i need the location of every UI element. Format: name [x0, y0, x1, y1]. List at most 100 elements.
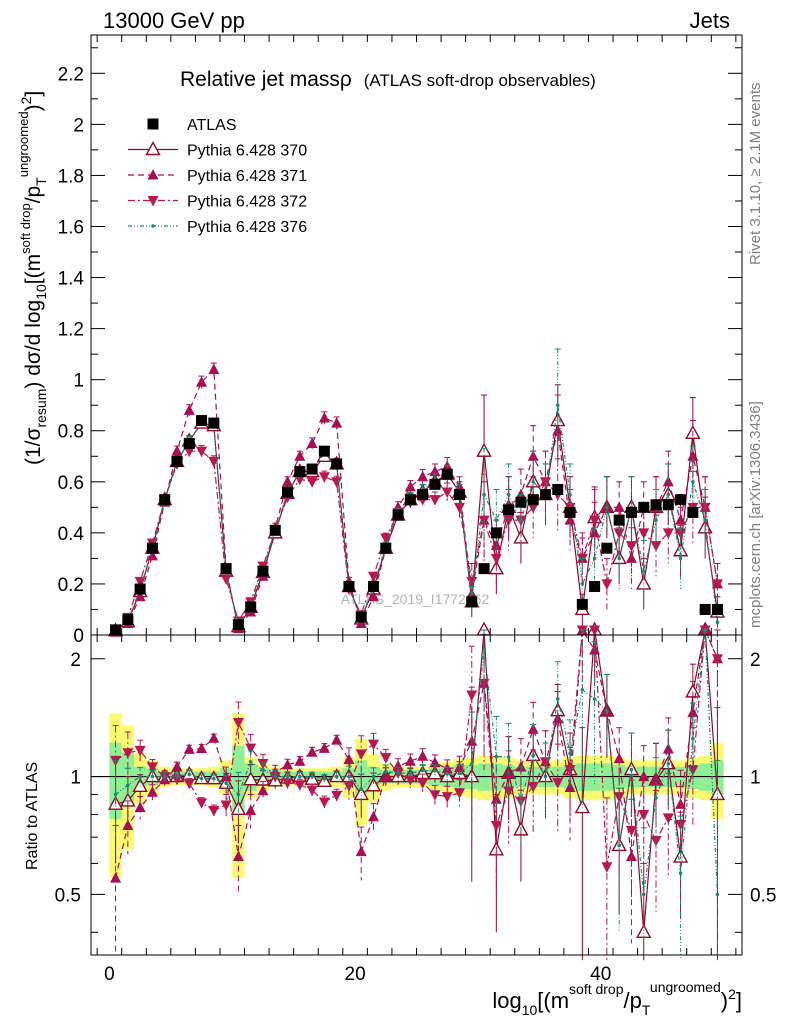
- ratio-point: [613, 752, 625, 764]
- ratio-point: [552, 712, 564, 724]
- y-tick-label: 0.6: [58, 473, 84, 494]
- xlabel-p2: [(m: [537, 988, 569, 1013]
- mc-point: [503, 515, 515, 527]
- mc-point: [318, 411, 330, 423]
- xlabel-p3: soft drop: [569, 981, 624, 997]
- data-point: [576, 598, 588, 610]
- data-point: [368, 580, 380, 592]
- mc-point: [515, 488, 527, 500]
- mc-point: [453, 502, 465, 514]
- legend-label: ATLAS: [187, 117, 237, 134]
- mc-point: [171, 445, 183, 456]
- ratio-point: [273, 774, 278, 779]
- ratio-panel-frame: [90, 634, 743, 956]
- data-point: [159, 494, 171, 506]
- ratio-point: [171, 760, 183, 772]
- ratio-point: [605, 709, 609, 713]
- data-point: [196, 415, 208, 427]
- ratio-point: [420, 768, 425, 773]
- ratio-point: [589, 625, 601, 637]
- mc-point: [580, 582, 585, 586]
- data-point: [331, 458, 343, 470]
- mc-point: [490, 553, 502, 565]
- mc-point: [675, 528, 687, 539]
- ratio-point: [282, 758, 294, 770]
- data-point: [441, 468, 453, 480]
- ratio-point: [601, 862, 613, 873]
- rivet-label: Rivet 3.1.10, ≥ 2.1M events: [747, 83, 764, 266]
- ratio-point: [150, 774, 155, 779]
- legend-marker: [147, 118, 159, 130]
- ratio-point: [208, 805, 220, 817]
- xlabel-p4: /p: [624, 988, 642, 1013]
- y-tick-label: 0.2: [58, 575, 84, 596]
- data-point: [662, 499, 674, 511]
- y-tick-label: 0: [73, 626, 84, 647]
- data-point: [294, 466, 306, 478]
- data-point: [392, 509, 404, 521]
- ratio-point: [568, 751, 572, 756]
- ratio-point: [183, 743, 195, 754]
- ratio-point: [359, 787, 364, 791]
- y-tick-label: 2.2: [58, 64, 84, 85]
- ratio-point: [427, 765, 443, 780]
- ratio-point: [224, 781, 228, 786]
- ratio-point: [355, 749, 367, 760]
- mc-point: [368, 571, 380, 583]
- ratio-tick-label-right: 2: [750, 650, 761, 671]
- ratio-point: [183, 779, 195, 790]
- ylabel-p7: T: [33, 177, 49, 186]
- data-point: [208, 417, 220, 429]
- mc-point: [506, 492, 511, 497]
- ratio-point: [515, 761, 527, 772]
- mc-point: [654, 518, 658, 522]
- ratio-series-line: [115, 629, 719, 895]
- data-point: [675, 494, 687, 506]
- x-tick-label: 40: [590, 964, 611, 985]
- ratio-tick-label: 0.5: [55, 885, 81, 906]
- data-point: [625, 506, 637, 518]
- data-point: [699, 603, 711, 615]
- xlabel-p6: ungroomed: [650, 979, 721, 995]
- ratio-point: [122, 819, 134, 830]
- chart-title-sub: (ATLAS soft-drop observables): [364, 71, 596, 90]
- data-point: [171, 455, 183, 467]
- ratio-point: [126, 783, 130, 788]
- ratio-point: [715, 892, 720, 897]
- data-point: [417, 489, 429, 501]
- mc-point: [482, 492, 486, 497]
- data-point: [429, 478, 441, 490]
- ylabel-p9: ): [22, 104, 45, 111]
- mc-point: [527, 450, 539, 461]
- ratio-point: [519, 799, 523, 803]
- ratio-point: [175, 774, 179, 779]
- mc-point: [527, 502, 539, 514]
- mc-point: [331, 417, 343, 428]
- mc-point: [466, 576, 478, 588]
- ratio-point: [146, 762, 158, 773]
- mc-point: [355, 617, 367, 629]
- mc-point: [605, 505, 609, 510]
- ratio-point: [134, 801, 146, 813]
- mc-point: [691, 480, 695, 484]
- mc-point: [208, 363, 220, 374]
- data-point: [355, 611, 367, 623]
- ratio-point: [482, 647, 486, 652]
- ratio-point: [408, 771, 413, 776]
- x-tick-label: 20: [345, 964, 366, 985]
- ratio-point: [380, 753, 392, 764]
- ratio-point: [245, 804, 257, 816]
- x-axis-label: log10[(msoft drop/pTungroomed)2]: [492, 979, 742, 1018]
- xlabel-p5: T: [642, 1002, 651, 1018]
- ratio-point: [654, 796, 658, 800]
- ratio-point: [371, 774, 376, 779]
- data-point: [613, 514, 625, 526]
- ratio-point: [592, 697, 597, 701]
- ratio-point: [322, 777, 327, 781]
- mc-point: [650, 541, 662, 552]
- ratio-tick-label: 1: [70, 768, 81, 789]
- data-point: [282, 486, 294, 498]
- mc-point: [715, 620, 720, 625]
- ratio-point: [396, 771, 400, 775]
- ratio-point: [429, 790, 441, 801]
